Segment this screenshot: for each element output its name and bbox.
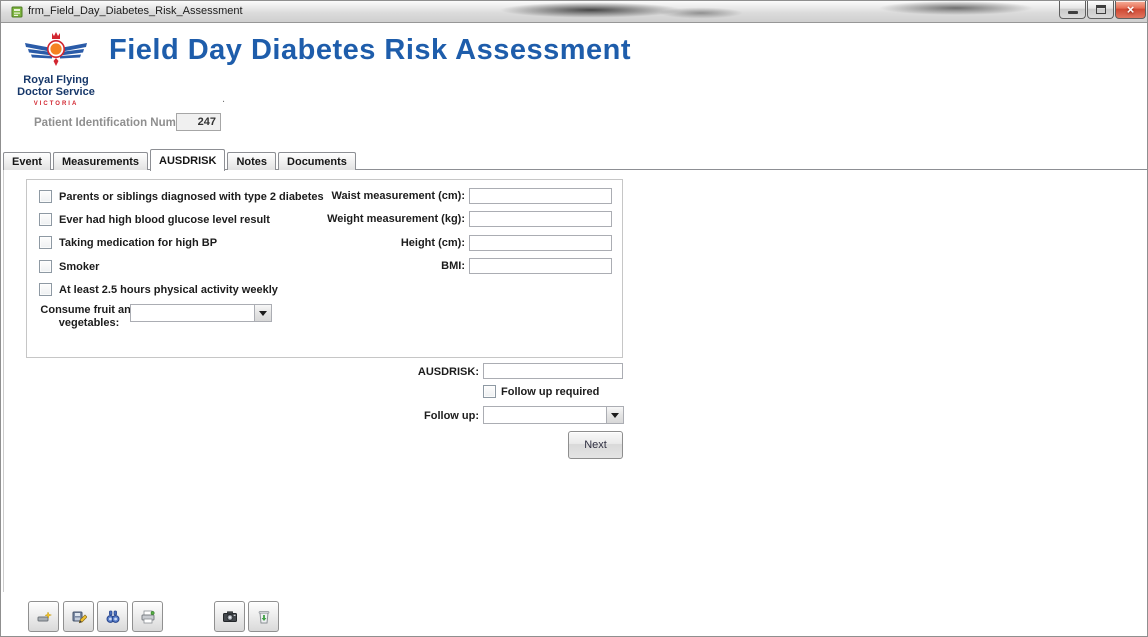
stray-dot: . — [222, 93, 226, 105]
new-record-button[interactable] — [28, 601, 59, 632]
rfds-wings-icon — [25, 32, 87, 66]
tab-page-border — [3, 170, 4, 592]
patient-id-label: Patient Identification Number: — [34, 117, 198, 129]
follow-up-combobox[interactable] — [483, 406, 624, 424]
weight-label: Weight measurement (kg): — [327, 213, 465, 225]
recycle-button[interactable] — [248, 601, 279, 632]
logo-region: VICTORIA — [33, 101, 79, 107]
form-icon — [11, 6, 23, 18]
window-title: frm_Field_Day_Diabetes_Risk_Assessment — [28, 5, 243, 17]
checkbox-physical-activity[interactable] — [39, 283, 52, 296]
maximize-button[interactable] — [1087, 1, 1114, 19]
ausdrisk-score-label: AUSDRISK: — [417, 366, 479, 378]
fruit-veg-value — [131, 305, 254, 321]
tab-strip: Event Measurements AUSDRISK Notes Docume… — [3, 148, 358, 171]
bmi-label: BMI: — [441, 260, 465, 272]
tab-event[interactable]: Event — [3, 152, 51, 170]
camera-icon — [222, 610, 237, 622]
print-icon — [141, 610, 155, 623]
save-record-icon — [72, 611, 87, 623]
tab-documents[interactable]: Documents — [278, 152, 356, 170]
checkbox-bp-medication-label: Taking medication for high BP — [59, 237, 218, 249]
checkbox-parents-diabetes[interactable] — [39, 190, 52, 203]
weight-field[interactable] — [469, 211, 612, 227]
checkbox-parents-diabetes-label: Parents or siblings diagnosed with type … — [59, 191, 324, 203]
tab-divider — [3, 169, 1147, 170]
tab-measurements[interactable]: Measurements — [52, 152, 149, 170]
close-button[interactable]: × — [1115, 1, 1146, 19]
fruit-veg-label-line2: vegetables: — [58, 317, 120, 329]
recycle-icon — [258, 610, 269, 623]
bmi-field[interactable] — [469, 258, 612, 274]
checkbox-smoker[interactable] — [39, 260, 52, 273]
camera-button[interactable] — [214, 601, 245, 632]
restore-icon — [1096, 5, 1106, 14]
follow-up-value — [484, 407, 606, 423]
waist-field[interactable] — [469, 188, 612, 204]
logo-line2: Doctor Service — [17, 86, 95, 98]
checkbox-bp-medication[interactable] — [39, 236, 52, 249]
window-controls: × — [1058, 1, 1146, 19]
ausdrisk-panel: Parents or siblings diagnosed with type … — [26, 179, 623, 358]
find-button[interactable] — [97, 601, 128, 632]
patient-id-field[interactable] — [176, 113, 221, 131]
logo-line1: Royal Flying — [23, 74, 89, 86]
close-icon: × — [1126, 2, 1135, 17]
find-icon — [106, 610, 120, 623]
follow-up-label: Follow up: — [424, 410, 479, 422]
checkbox-high-glucose[interactable] — [39, 213, 52, 226]
new-record-icon — [37, 610, 52, 621]
height-field[interactable] — [469, 235, 612, 251]
title-bar: frm_Field_Day_Diabetes_Risk_Assessment × — [1, 1, 1147, 23]
fruit-veg-dropdown-button[interactable] — [254, 305, 271, 321]
checkbox-smoker-label: Smoker — [59, 261, 100, 273]
fruit-veg-label: Consume fruit and vegetables: — [31, 304, 147, 330]
checkbox-physical-activity-label: At least 2.5 hours physical activity wee… — [59, 284, 278, 296]
next-button[interactable]: Next — [568, 431, 623, 459]
save-record-button[interactable] — [63, 601, 94, 632]
minimize-icon — [1068, 11, 1078, 14]
fruit-veg-combobox[interactable] — [130, 304, 272, 322]
minimize-button[interactable] — [1059, 1, 1086, 19]
waist-label: Waist measurement (cm): — [331, 190, 465, 202]
tab-notes[interactable]: Notes — [227, 152, 277, 170]
fruit-veg-label-line1: Consume fruit and — [40, 304, 138, 316]
checkbox-high-glucose-label: Ever had high blood glucose level result — [59, 214, 270, 226]
page-title: Field Day Diabetes Risk Assessment — [109, 34, 632, 66]
rfds-logo: Royal Flying Doctor Service VICTORIA — [16, 31, 96, 107]
follow-up-dropdown-button[interactable] — [606, 407, 623, 423]
print-button[interactable] — [132, 601, 163, 632]
ausdrisk-score-field[interactable] — [483, 363, 623, 379]
height-label: Height (cm): — [400, 237, 465, 249]
follow-up-required-label: Follow up required — [501, 386, 600, 398]
checkbox-follow-up-required[interactable] — [483, 385, 496, 398]
tab-ausdrisk[interactable]: AUSDRISK — [150, 149, 226, 171]
